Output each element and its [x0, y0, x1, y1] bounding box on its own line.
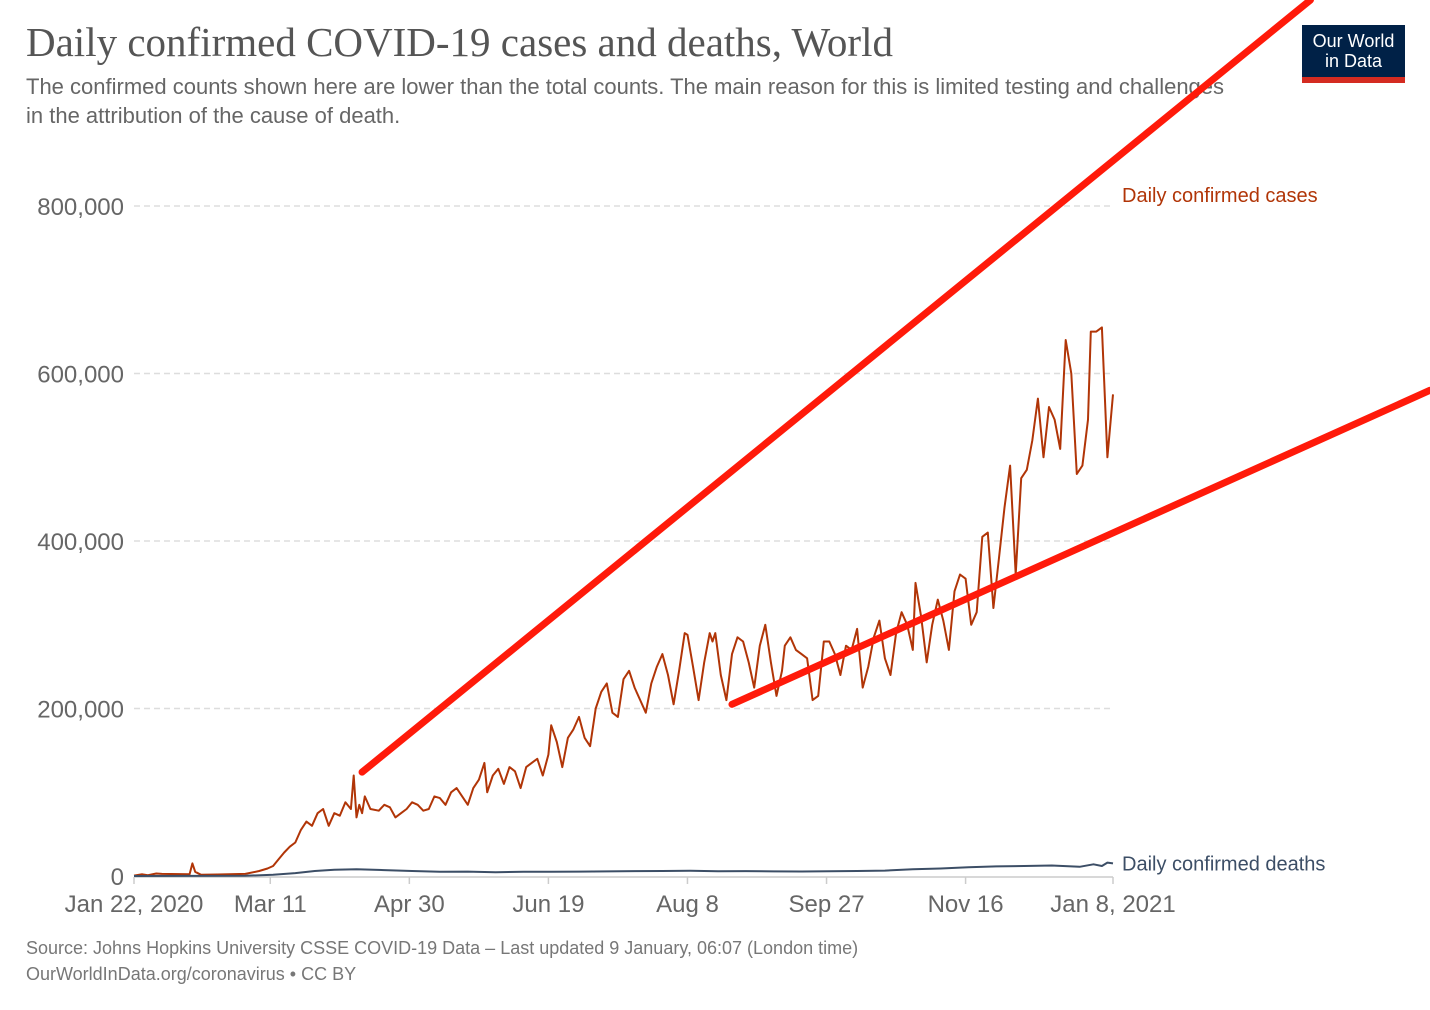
- y-tick-label: 0: [111, 864, 124, 891]
- footer: Source: Johns Hopkins University CSSE CO…: [26, 935, 858, 987]
- x-tick-label: Apr 30: [374, 891, 445, 918]
- series-group: [133, 326, 1114, 877]
- annotations: [358, 0, 1430, 776]
- x-tick-label: Mar 11: [234, 891, 307, 918]
- y-tick-label: 600,000: [37, 362, 124, 389]
- logo-line-1: Our World: [1312, 31, 1395, 51]
- x-tick-label: Jan 8, 2021: [1050, 891, 1175, 918]
- x-axis: Jan 22, 2020 Mar 11 Apr 30 Jun 19 Aug 8 Sep 2…: [65, 876, 1176, 918]
- gridlines: [134, 205, 1113, 710]
- series-label-daily-confirmed-deaths: Daily confirmed deaths: [1122, 853, 1325, 875]
- x-tick-label: Nov 16: [928, 891, 1004, 918]
- y-tick-label: 200,000: [37, 697, 124, 724]
- x-tick-label: Jan 22, 2020: [65, 891, 204, 918]
- upper-trend-line: [358, 0, 1314, 776]
- license-link[interactable]: OurWorldInData.org/coronavirus • CC BY: [26, 964, 357, 984]
- chart-subtitle: The confirmed counts shown here are lowe…: [26, 74, 1225, 128]
- series-line-daily-confirmed-cases: [133, 326, 1114, 877]
- y-tick-label: 800,000: [37, 194, 124, 221]
- series-line-daily-confirmed-deaths: [133, 861, 1114, 877]
- chart-title: Daily confirmed COVID-19 cases and death…: [26, 19, 893, 65]
- y-axis: 0 200,000 400,000 600,000 800,000: [37, 194, 124, 891]
- x-tick-label: Aug 8: [656, 891, 719, 918]
- owid-logo[interactable]: Our World in Data: [1302, 25, 1405, 83]
- x-tick-label: Jun 19: [512, 891, 584, 918]
- series-labels: Daily confirmed cases Daily confirmed dea…: [1122, 185, 1325, 875]
- source-note: Source: Johns Hopkins University CSSE CO…: [26, 938, 859, 958]
- x-tick-label: Sep 27: [788, 891, 864, 918]
- lower-trend-line: [728, 386, 1430, 708]
- y-tick-label: 400,000: [37, 529, 124, 556]
- series-label-daily-confirmed-cases: Daily confirmed cases: [1122, 185, 1318, 207]
- logo-line-2: in Data: [1324, 51, 1383, 71]
